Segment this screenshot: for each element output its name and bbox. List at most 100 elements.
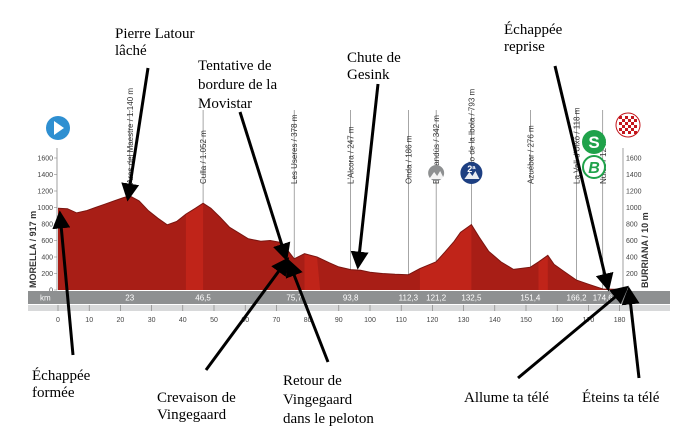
annotation-eteins: Éteins ta télé: [582, 286, 660, 406]
elevation-tick-left: 1400: [37, 172, 53, 179]
km-tick-label: 180: [614, 317, 626, 324]
profile-area: [58, 195, 623, 290]
sprint-circle: [582, 130, 606, 154]
checker-square: [631, 122, 634, 125]
km-bar-value: 46,5: [195, 294, 211, 303]
annotation-line: Movistar: [198, 96, 252, 112]
km-tick-label: 100: [364, 317, 376, 324]
elevation-tick-left: 400: [41, 255, 53, 262]
play-icon: [54, 121, 64, 135]
km-bar-value: 132,5: [461, 294, 482, 303]
annotation-text: Pierre Latour lâché: [115, 26, 195, 59]
checker-square: [628, 125, 631, 128]
km-tick-label: 130: [458, 317, 470, 324]
km-tick-label: 10: [85, 317, 93, 324]
checker-square: [628, 119, 631, 122]
elevation-tick-right: 1400: [626, 172, 642, 179]
milestone-label: Onda / 186 m: [404, 135, 413, 184]
climb-shading: [419, 224, 472, 290]
annotation-line: Gesink: [347, 67, 390, 83]
climb-shading: [304, 253, 321, 290]
climb-shading: [185, 203, 204, 290]
annotation-echappee-formee: Échappée formée: [32, 210, 91, 401]
annotation-arrow: [204, 257, 290, 371]
elevation-profile: [57, 195, 623, 290]
climb-icon-2nd-category: 2ª: [460, 162, 483, 184]
km-bar-value: 23: [125, 294, 134, 303]
annotation-crevaison: Crevaison de Vingegaard: [157, 257, 290, 423]
annotation-arrow: [350, 83, 380, 270]
annotation-arrow: [517, 285, 629, 380]
km-tick-label: 20: [117, 317, 125, 324]
annotation-gesink: Chute de Gesink: [347, 50, 401, 270]
annotation-latour: Pierre Latour lâché: [115, 26, 195, 202]
milestone-label: L'Alcora / 247 m: [347, 126, 356, 184]
annotation-line: Tentative de: [198, 58, 272, 74]
annotation-allume: Allume ta télé: [464, 285, 629, 406]
km-bar-value: 174,6: [593, 294, 614, 303]
annotation-arrow: [553, 65, 614, 292]
checker-square: [619, 116, 622, 119]
annotation-arrow: [52, 210, 75, 356]
milestone-label: Azuébar / 276 m: [526, 125, 535, 184]
start-side-label: MORELLA / 917 m: [28, 211, 38, 288]
annotation-text: Échappée formée: [32, 367, 91, 401]
elevation-tick-left: 1000: [37, 205, 53, 212]
finish-flag-icon: [615, 112, 641, 138]
elevation-tick-left: 1600: [37, 156, 53, 163]
mountain-icon: [429, 171, 445, 179]
checker-square: [628, 131, 631, 134]
elevation-tick-right: 800: [626, 222, 638, 229]
annotation-line: Échappée: [32, 367, 91, 384]
milestone-label: La Vall d'Uixó / 118 m: [573, 107, 582, 184]
start-icon: [46, 116, 70, 140]
elevation-tick-right: 1200: [626, 189, 642, 196]
elevation-tick-right: 1600: [626, 156, 642, 163]
annotation-retour: Retour de Vingegaard dans le peloton: [283, 258, 374, 427]
annotation-text: Crevaison de Vingegaard: [157, 390, 236, 423]
km-tick-label: 120: [427, 317, 439, 324]
climb-shading: [538, 255, 548, 290]
milestone-label: Les Useres / 378 m: [290, 114, 299, 184]
elevation-tick-left: 600: [41, 238, 53, 245]
annotation-arrow: [621, 286, 641, 379]
checker-square: [619, 122, 622, 125]
milestone-label: Benitandús / 342 m: [432, 115, 441, 184]
km-bar-label: km: [40, 294, 51, 303]
checker-square: [631, 128, 634, 131]
elevation-tick-right: 200: [626, 271, 638, 278]
km-bar: [28, 291, 670, 304]
annotation-line: formée: [32, 385, 75, 401]
elevation-tick-left: 1200: [37, 189, 53, 196]
checker-square: [625, 122, 628, 125]
km-tick-label: 90: [335, 317, 343, 324]
checker-square: [622, 119, 625, 122]
annotation-text: Éteins ta télé: [582, 389, 660, 406]
km-tick-label: 60: [241, 317, 249, 324]
km-tick-label: 40: [179, 317, 187, 324]
elevation-tick-right: 600: [626, 238, 638, 245]
annotation-line: Échappée: [504, 21, 563, 38]
elevation-tick-left: 800: [41, 222, 53, 229]
elevation-tick-left: 200: [41, 271, 53, 278]
checker-square: [622, 125, 625, 128]
checker-square: [619, 128, 622, 131]
finish-side-label: BURRIANA / 10 m: [640, 212, 650, 288]
checker-square: [625, 116, 628, 119]
annotation-text: Chute de Gesink: [347, 50, 401, 83]
elevation-tick-right: 1000: [626, 205, 642, 212]
milestone-label: Ares del Maestre / 1.140 m: [126, 88, 135, 184]
annotation-line: bordure de la: [198, 77, 277, 93]
km-tick-label: 30: [148, 317, 156, 324]
annotation-line: Vingegaard: [283, 392, 353, 408]
checker-square: [631, 116, 634, 119]
mountain-icon: [464, 171, 480, 179]
milestone-label: Culla / 1.052 m: [199, 130, 208, 184]
annotation-line: Pierre Latour: [115, 26, 195, 42]
km-tick-label: 70: [273, 317, 281, 324]
checker-square: [634, 125, 637, 128]
sprint-label: S: [588, 133, 599, 152]
annotation-echappee-reprise: Échappée reprise: [504, 21, 614, 292]
